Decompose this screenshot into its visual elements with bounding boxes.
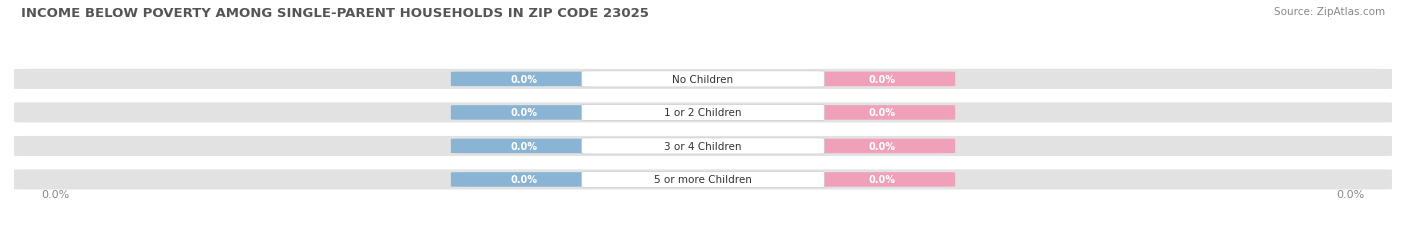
Text: 0.0%: 0.0% (869, 75, 896, 85)
FancyBboxPatch shape (14, 170, 1392, 190)
Text: 0.0%: 0.0% (42, 189, 70, 199)
Text: 0.0%: 0.0% (510, 75, 537, 85)
FancyBboxPatch shape (14, 136, 1392, 156)
Text: INCOME BELOW POVERTY AMONG SINGLE-PARENT HOUSEHOLDS IN ZIP CODE 23025: INCOME BELOW POVERTY AMONG SINGLE-PARENT… (21, 7, 650, 20)
FancyBboxPatch shape (451, 139, 598, 154)
Text: 0.0%: 0.0% (869, 175, 896, 185)
Text: 0.0%: 0.0% (510, 108, 537, 118)
FancyBboxPatch shape (451, 72, 598, 87)
FancyBboxPatch shape (14, 103, 1392, 123)
Text: 0.0%: 0.0% (869, 108, 896, 118)
FancyBboxPatch shape (582, 72, 824, 88)
Text: 0.0%: 0.0% (869, 141, 896, 151)
FancyBboxPatch shape (451, 172, 598, 187)
Text: 5 or more Children: 5 or more Children (654, 175, 752, 185)
FancyBboxPatch shape (582, 105, 824, 121)
Text: No Children: No Children (672, 75, 734, 85)
FancyBboxPatch shape (808, 72, 955, 87)
Text: 1 or 2 Children: 1 or 2 Children (664, 108, 742, 118)
FancyBboxPatch shape (808, 139, 955, 154)
FancyBboxPatch shape (808, 106, 955, 120)
Text: 0.0%: 0.0% (510, 141, 537, 151)
FancyBboxPatch shape (451, 106, 598, 120)
FancyBboxPatch shape (582, 172, 824, 188)
Text: Source: ZipAtlas.com: Source: ZipAtlas.com (1274, 7, 1385, 17)
Text: 0.0%: 0.0% (1336, 189, 1364, 199)
Text: 0.0%: 0.0% (510, 175, 537, 185)
Text: 3 or 4 Children: 3 or 4 Children (664, 141, 742, 151)
FancyBboxPatch shape (808, 172, 955, 187)
FancyBboxPatch shape (14, 70, 1392, 90)
FancyBboxPatch shape (582, 138, 824, 154)
